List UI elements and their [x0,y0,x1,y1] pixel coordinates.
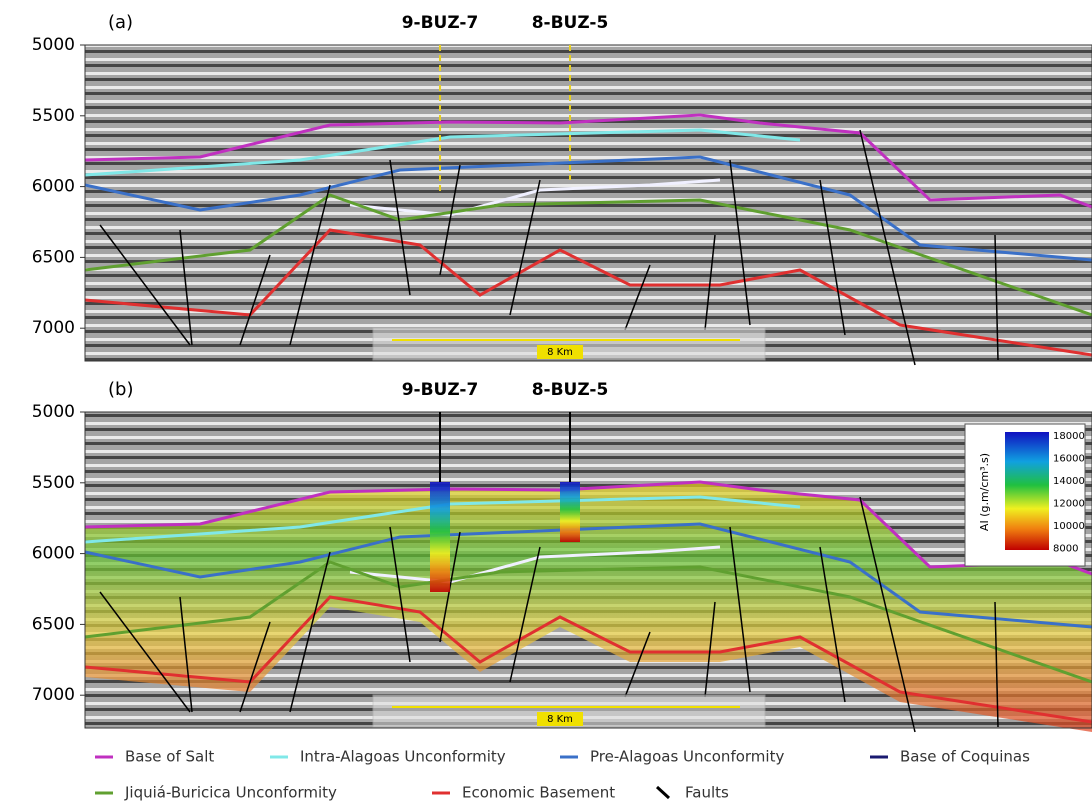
horizon [84,228,1092,357]
scale-label-bg [537,345,583,359]
fault [819,546,846,703]
colorbar-tick: 18000 [1053,431,1085,442]
horizon [84,522,1092,629]
well-name: 8-BUZ-5 [532,380,609,400]
scale-label: 8 Km [547,347,573,358]
well-name: 8-BUZ-5 [532,13,609,33]
y-tick-label: 5000 [32,35,75,55]
fault [239,621,271,713]
fault [179,229,193,346]
horizon [84,155,1092,262]
horizon [349,178,721,217]
colorbar-tick: 12000 [1053,499,1085,510]
horizon [84,193,1092,317]
well-name: 9-BUZ-7 [402,13,479,33]
horizon [349,545,721,584]
fault [289,551,331,713]
fault [859,496,916,733]
colorbar-tick: 10000 [1053,521,1085,532]
legend-label: Jiquiá-Buricica Unconformity [124,784,337,802]
y-tick-label: 7000 [32,318,75,338]
y-tick-label: 6000 [32,544,75,564]
legend-label: Pre-Alagoas Unconformity [590,748,784,766]
fault [729,526,751,693]
fault [179,596,193,713]
well-log [560,482,580,542]
colorbar: 18000 16000 14000 12000 10000 8000 AI (g.m/cm³… [964,423,1086,567]
fault [389,526,411,663]
colorbar-tick: 8000 [1053,544,1078,555]
fault [389,159,411,296]
frame [84,411,1092,729]
y-tick-label: 5500 [32,106,75,126]
y-tick-label: 6500 [32,247,75,267]
legend-label: Base of Coquinas [900,748,1030,766]
panel: (a) 9-BUZ-7 8-BUZ-5 8 Km 5000 5500 6000 6500 700… [32,12,1092,366]
fault [239,254,271,346]
frame [84,44,1092,362]
legend-swatch [655,785,671,800]
colorbar-tick: 14000 [1053,476,1085,487]
fault [994,601,999,728]
fault [99,224,191,346]
legend-label: Faults [685,784,729,802]
fault [859,129,916,366]
y-tick-label: 6000 [32,177,75,197]
legend-label: Intra-Alagoas Unconformity [300,748,506,766]
ai-overlay [85,482,1092,732]
colorbar-scale [1005,432,1049,550]
panel-label: (b) [108,379,133,400]
y-tick-label: 5000 [32,402,75,422]
fault [289,184,331,346]
panel-label: (a) [108,12,133,33]
y-tick-label: 5500 [32,473,75,493]
fault [509,546,541,683]
y-tick-label: 6500 [32,614,75,634]
colorbar-label: AI (g.m/cm³.s) [978,453,991,531]
horizon [84,595,1092,724]
horizon [84,113,1092,209]
legend-label: Economic Basement [462,784,615,802]
panel: (b) 9-BUZ-7 8-BUZ-5 8 Km 5000 5500 6000 6500 700… [32,379,1092,733]
fault [99,591,191,713]
scale-label: 8 Km [547,714,573,725]
well-log [430,482,450,592]
fault [624,264,651,331]
scale-label-bg [537,712,583,726]
colorbar-tick: 16000 [1053,454,1085,465]
fault [624,631,651,698]
fault [439,164,461,276]
legend-label: Base of Salt [125,748,214,766]
well-name: 9-BUZ-7 [402,380,479,400]
fault [704,601,716,698]
fault [819,179,846,336]
fault [729,159,751,326]
fault [704,234,716,331]
fault [994,234,999,361]
y-tick-label: 7000 [32,685,75,705]
horizon [84,128,801,177]
fault [509,179,541,316]
